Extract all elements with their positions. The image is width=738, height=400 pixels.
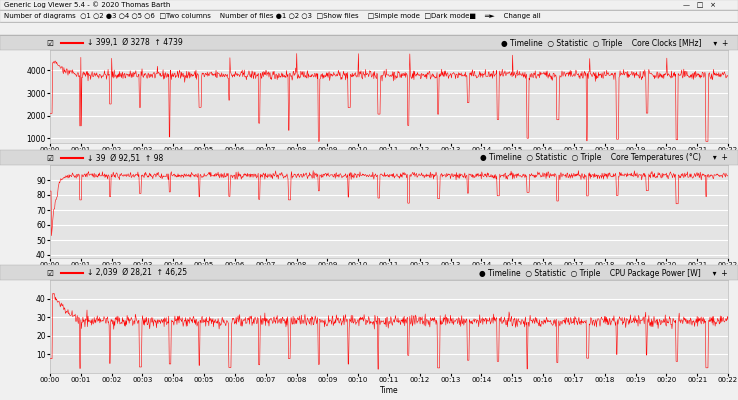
Text: ☑: ☑ <box>46 154 53 162</box>
Text: ↓ 399,1  Ø 3278  ↑ 4739: ↓ 399,1 Ø 3278 ↑ 4739 <box>87 38 182 48</box>
Text: ● Timeline  ○ Statistic  ○ Triple    Core Temperatures (°C)     ▾  +: ● Timeline ○ Statistic ○ Triple Core Tem… <box>480 154 728 162</box>
Text: ☑: ☑ <box>46 38 53 48</box>
Text: ● Timeline  ○ Statistic  ○ Triple    Core Clocks [MHz]     ▾  +: ● Timeline ○ Statistic ○ Triple Core Clo… <box>500 38 728 48</box>
Text: —   □   ×: — □ × <box>683 2 716 8</box>
Text: ↓ 2,039  Ø 28,21  ↑ 46,25: ↓ 2,039 Ø 28,21 ↑ 46,25 <box>87 268 187 278</box>
Text: Number of diagrams  ○1 ○2 ●3 ○4 ○5 ○6  □Two columns    Number of files ●1 ○2 ○3 : Number of diagrams ○1 ○2 ●3 ○4 ○5 ○6 □Tw… <box>4 13 540 19</box>
Text: ↓ 39  Ø 92,51  ↑ 98: ↓ 39 Ø 92,51 ↑ 98 <box>87 154 163 162</box>
X-axis label: Time: Time <box>379 271 399 280</box>
Text: ☑: ☑ <box>46 268 53 278</box>
Text: Generic Log Viewer 5.4 - © 2020 Thomas Barth: Generic Log Viewer 5.4 - © 2020 Thomas B… <box>4 2 170 8</box>
X-axis label: Time: Time <box>379 156 399 165</box>
Text: ● Timeline  ○ Statistic  ○ Triple    CPU Package Power [W]     ▾  +: ● Timeline ○ Statistic ○ Triple CPU Pack… <box>480 268 728 278</box>
X-axis label: Time: Time <box>379 386 399 395</box>
